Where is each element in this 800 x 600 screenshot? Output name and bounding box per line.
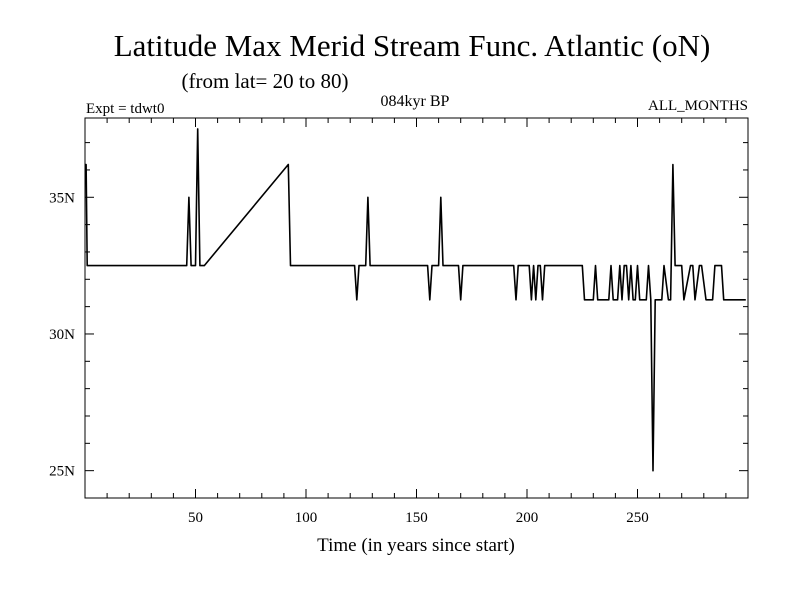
- period-label: 084kyr BP: [381, 93, 450, 110]
- series-line: [85, 128, 746, 472]
- x-tick-label: 200: [516, 510, 539, 526]
- chart-subtitle: (from lat= 20 to 80): [182, 69, 349, 93]
- chart-title: Latitude Max Merid Stream Func. Atlantic…: [114, 28, 711, 63]
- y-tick-label: 35N: [49, 190, 75, 206]
- y-tick-label: 30N: [49, 327, 75, 343]
- axis-ticks: [85, 118, 748, 498]
- x-tick-label: 100: [295, 510, 318, 526]
- axis-tick-labels: 50 100 150 200 250 25N 30N 35N: [49, 190, 649, 526]
- expt-label: Expt = tdwt0: [86, 101, 164, 117]
- x-tick-label: 250: [626, 510, 649, 526]
- y-tick-label: 25N: [49, 464, 75, 480]
- x-tick-label: 50: [188, 510, 203, 526]
- x-axis-label: Time (in years since start): [317, 535, 515, 556]
- months-label: ALL_MONTHS: [648, 98, 748, 114]
- plot-frame: [84, 117, 749, 499]
- series-group: [85, 128, 746, 472]
- x-tick-label: 150: [405, 510, 428, 526]
